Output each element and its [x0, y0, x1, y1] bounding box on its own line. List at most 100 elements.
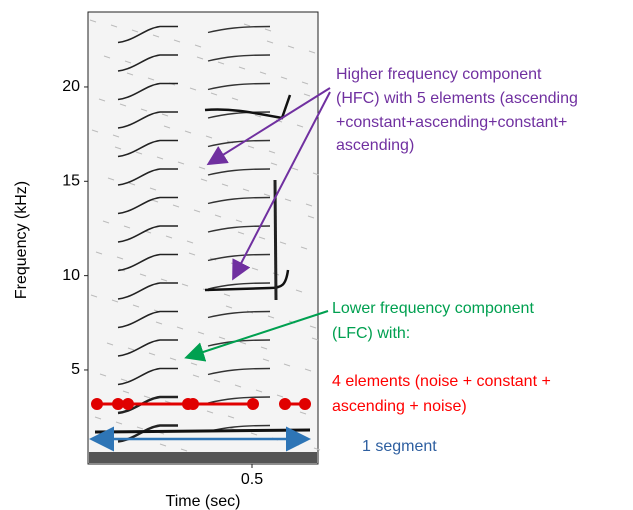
noise: [147, 77, 155, 81]
noise: [251, 267, 259, 271]
harmonic: [117, 82, 178, 101]
noise: [279, 241, 287, 245]
noise: [114, 146, 122, 150]
noise: [181, 283, 189, 287]
noise: [295, 289, 303, 293]
noise: [149, 187, 157, 191]
noise: [200, 178, 208, 182]
noise: [205, 135, 213, 139]
noise: [128, 182, 136, 186]
noise: [268, 150, 276, 154]
harmonic: [207, 253, 271, 262]
y-tick-label: 15: [62, 173, 80, 190]
harmonic: [117, 196, 178, 215]
spectrogram-traces: [89, 19, 321, 463]
harmonic: [117, 310, 178, 329]
noise: [243, 23, 251, 27]
noise: [221, 183, 229, 187]
noise: [210, 92, 218, 96]
harmonic: [117, 54, 178, 72]
hfc-note: ascending): [336, 137, 414, 154]
noise: [189, 87, 197, 91]
noise: [119, 103, 127, 107]
noise: [223, 293, 231, 297]
noise: [231, 97, 239, 101]
noise: [127, 347, 135, 351]
harmonic: [117, 367, 178, 386]
noise: [214, 214, 222, 218]
noise: [296, 124, 304, 128]
harmonic: [207, 82, 271, 91]
elements-note: ascending + noise): [332, 398, 467, 415]
noise: [307, 215, 315, 219]
noise: [135, 151, 143, 155]
harmonic: [117, 225, 178, 243]
noise: [262, 358, 270, 362]
lfc-arrow: [184, 310, 329, 362]
spectrogram: [87, 11, 319, 465]
noise: [254, 114, 262, 118]
noise: [218, 336, 226, 340]
harmonic: [117, 25, 178, 44]
noise: [291, 167, 299, 171]
harmonic: [204, 269, 290, 292]
noise: [188, 252, 196, 256]
noise: [287, 45, 295, 49]
hfc-note: +constant+ascending+constant+: [336, 114, 567, 131]
harmonic: [117, 168, 178, 186]
noise: [123, 225, 131, 229]
noise: [299, 411, 307, 415]
noise: [258, 236, 266, 240]
noise: [238, 66, 246, 70]
noise: [102, 220, 110, 224]
noise: [266, 40, 274, 44]
noise: [242, 188, 250, 192]
noise: [98, 98, 106, 102]
harmonic: [94, 428, 311, 434]
noise: [227, 415, 235, 419]
noise: [91, 129, 99, 133]
harmonic: [117, 339, 178, 357]
elements-note: 4 elements (noise + constant +: [332, 373, 551, 390]
harmonic: [207, 25, 271, 34]
noise: [143, 395, 151, 399]
y-tick-label: 10: [62, 267, 80, 284]
noise: [115, 421, 123, 425]
x-tick-label: 0.5: [241, 471, 263, 488]
noise: [155, 321, 163, 325]
noise: [126, 72, 134, 76]
hfc-arrow: [206, 87, 331, 166]
element-markers: [91, 398, 311, 410]
noise: [247, 145, 255, 149]
noise: [192, 374, 200, 378]
noise: [197, 331, 205, 335]
noise: [255, 389, 263, 393]
noise: [206, 410, 214, 414]
harmonic: [207, 54, 271, 62]
noise: [90, 294, 98, 298]
noise: [259, 71, 267, 75]
noise: [217, 61, 225, 65]
noise: [237, 231, 245, 235]
noise: [260, 346, 268, 350]
noise: [177, 161, 185, 165]
noise: [264, 28, 272, 32]
noise: [312, 172, 320, 176]
noise: [94, 416, 102, 420]
harmonic: [273, 179, 278, 301]
noise: [225, 305, 233, 309]
noise: [313, 447, 321, 451]
harmonic: [207, 225, 271, 233]
noise: [196, 56, 204, 60]
noise: [234, 384, 242, 388]
hfc-arrow: [232, 91, 331, 281]
noise: [235, 219, 243, 223]
x-axis-label: Time (sec): [166, 493, 241, 510]
noise: [303, 93, 311, 97]
noise: [186, 240, 194, 244]
noise: [276, 394, 284, 398]
harmonic: [207, 282, 271, 290]
noise: [140, 108, 148, 112]
noise: [160, 278, 168, 282]
